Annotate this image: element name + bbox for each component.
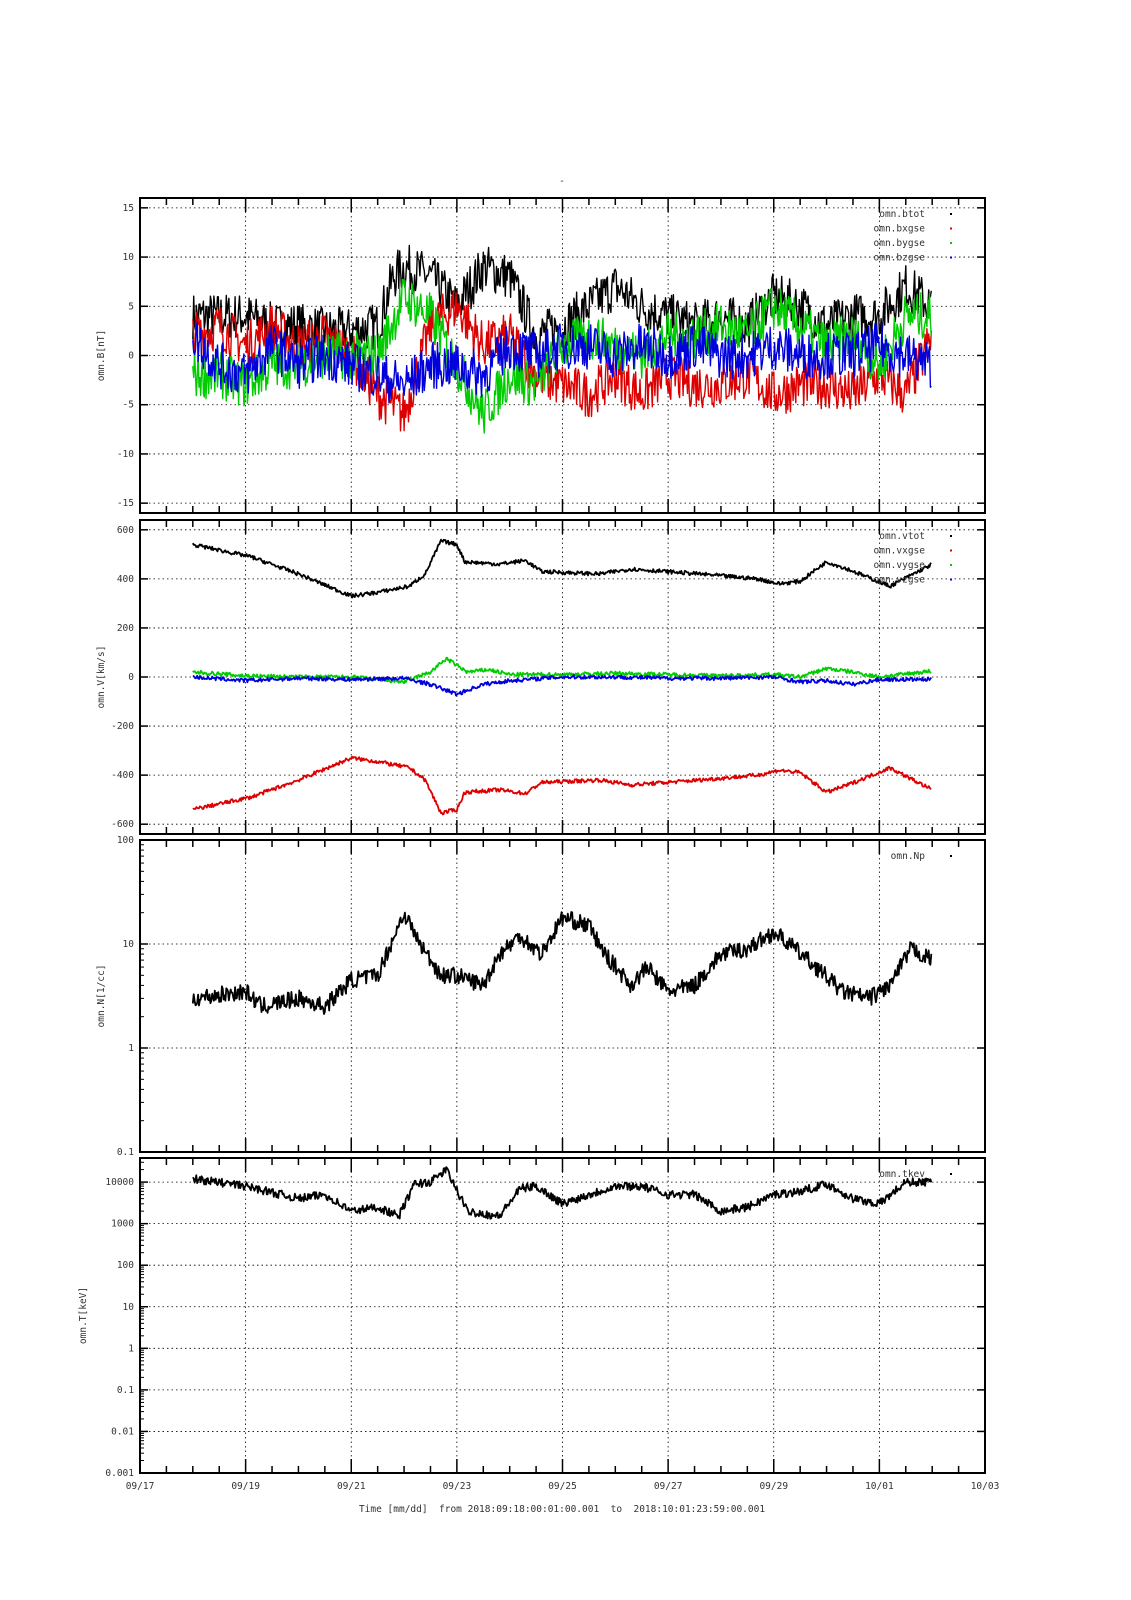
legend-marker [950,564,952,566]
x-tick-label: 09/27 [654,1481,683,1492]
y-tick-label: 5 [128,301,134,312]
x-tick-label: 10/03 [971,1481,1000,1492]
y-tick-label: 100 [117,835,134,846]
y-axis-label: omn.T[keV] [78,1287,89,1344]
y-axis-label: omn.V[km/s] [96,646,107,709]
y-axis-label: omn.N[1/cc] [96,965,107,1028]
legend-marker [950,535,952,537]
y-tick-label: -400 [111,770,134,781]
panel-1: 15 10 5 0 -5 -10 -15 omn.B[nT] omn.btot omn.bxgse… [96,197,986,514]
y-tick-label: -5 [123,400,134,411]
x-tick-label: 09/19 [231,1481,260,1492]
series-omn-vxgse [192,755,932,816]
x-tick-label: 09/25 [548,1481,577,1492]
x-tick-label: 09/17 [126,1481,155,1492]
y-tick-label: 200 [117,623,134,634]
y-tick-label: 10 [123,1302,135,1313]
y-tick-label: 10000 [105,1177,134,1188]
legend-label: omn.bzgse [874,253,926,264]
panel-2: 600 400 200 0 -200 -400 -600 omn.V[km/s] omn.vto… [96,519,986,835]
plot-frame [139,197,986,514]
plot-frame [139,519,986,835]
series-omn-bygse [192,278,932,434]
y-tick-label: 0 [128,351,134,362]
legend-label: omn.vxgse [874,546,926,557]
y-tick-label: -15 [117,498,134,509]
x-tick-label: 10/01 [865,1481,894,1492]
legend-marker [950,1173,952,1175]
y-tick-label: 0.01 [111,1426,134,1437]
plot-frame [139,1157,986,1474]
legend-label: omn.tkev [879,1169,925,1180]
y-tick-label: -10 [117,449,134,460]
y-tick-label: 1000 [111,1219,134,1230]
y-tick-label: 400 [117,574,134,585]
legend-label: omn.vzgse [874,575,926,586]
panel-4: 10000 1000 100 10 1 0.1 0.01 0.001 omn.T[keV] omn… [78,1157,986,1479]
series-omn-bzgse [192,321,932,404]
y-tick-label: 15 [123,203,134,214]
legend-marker [950,855,952,857]
legend-marker [950,242,952,244]
chart-title: - [559,176,565,187]
series-omn-tkev [192,1166,933,1220]
y-axis-label: omn.B[nT] [96,330,107,381]
series-omn-vtot [192,538,932,599]
legend-marker [950,578,952,581]
y-tick-label: 10 [123,252,135,263]
plot-frame [139,839,986,1153]
series-omn-Np [191,911,933,1015]
y-tick-label: 0.001 [105,1468,134,1479]
legend-label: omn.vtot [879,531,925,542]
legend-label: omn.vygse [874,560,926,571]
y-tick-label: -200 [111,721,134,732]
legend-label: omn.Np [891,851,926,862]
series-omn-vygse [192,656,932,685]
y-tick-label: 10 [123,939,135,950]
x-axis-label: Time [mm/dd] from 2018:09:18:00:01:00.00… [359,1504,765,1515]
y-tick-label: 0.1 [117,1385,134,1396]
x-tick-label: 09/29 [759,1481,788,1492]
y-tick-label: -600 [111,819,134,830]
legend-label: omn.bxgse [874,224,926,235]
x-tick-label: 09/23 [443,1481,472,1492]
legend-marker [950,213,952,215]
x-tick-label: 09/21 [337,1481,366,1492]
panel-3: 100 10 1 0.1 omn.N[1/cc] omn.Np [96,835,986,1158]
y-tick-label: 0 [128,672,134,683]
y-tick-label: 0.1 [117,1147,134,1158]
legend-marker [950,227,952,230]
y-tick-label: 1 [128,1343,134,1354]
y-tick-label: 1 [128,1043,134,1054]
legend-marker [950,549,952,552]
series-omn-vzgse [192,674,933,697]
legend-marker [950,256,952,259]
legend-label: omn.bygse [874,238,926,249]
y-tick-label: 600 [117,525,134,536]
y-tick-label: 100 [117,1260,134,1271]
legend-label: omn.btot [879,209,925,220]
